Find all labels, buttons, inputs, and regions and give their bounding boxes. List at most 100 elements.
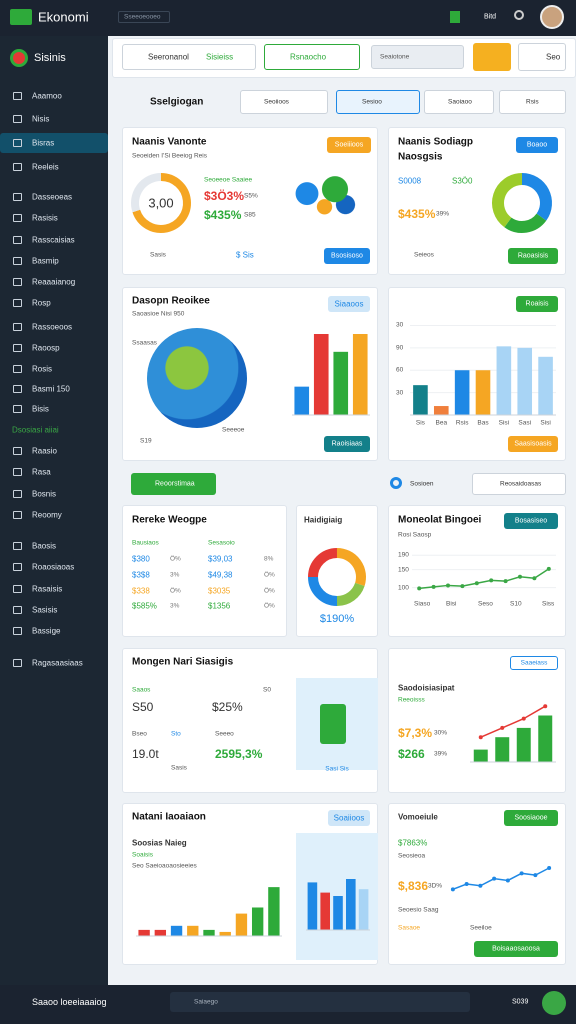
search-text[interactable]: Saiaego [194,998,218,1006]
button[interactable] [324,436,370,452]
button-label[interactable]: Soaiioos [333,813,365,823]
nav-item[interactable]: Bisis [32,404,49,414]
bottom-search[interactable] [170,992,470,1012]
button-label[interactable]: Soeiiioos [334,141,364,149]
nav-item[interactable]: Raasio [32,446,57,456]
button-label[interactable]: Raoasisis [517,252,549,260]
filter-option[interactable]: Saoiaoo [448,98,472,106]
button-label[interactable]: Saasisoasis [514,440,552,448]
search-text[interactable]: Sseeoeooeo [124,13,161,21]
filter[interactable] [336,90,420,114]
active-item[interactable] [0,133,108,153]
button[interactable] [508,436,558,452]
nav-item[interactable]: Reaaaianog [32,277,76,287]
point [519,871,524,876]
dropdown[interactable]: Sosioen [410,480,434,488]
nav-item[interactable]: Aaamoo [32,91,62,101]
nav-item[interactable]: Rasaisis [32,584,63,594]
nav-item[interactable]: Rassoeoos [32,322,73,332]
field-text[interactable]: Seeronanol [148,52,189,62]
button[interactable] [510,656,558,670]
field[interactable] [122,44,256,70]
button[interactable] [327,137,371,153]
button[interactable] [328,810,370,826]
profile-name[interactable]: Seo [546,52,561,62]
button-label[interactable]: Reosaidoasas [500,480,542,488]
button-label[interactable]: Bosasiseo [514,517,548,525]
nav-item[interactable]: Rasa [32,467,51,477]
avatar[interactable] [540,5,564,29]
nav-item[interactable]: Reeleis [32,162,59,172]
button-label[interactable]: Raoisiaas [331,440,363,448]
donut-segment [131,173,162,213]
field-tag[interactable]: Sisieiss [206,52,234,62]
button[interactable] [504,513,558,529]
search-box[interactable] [118,11,170,23]
bar [307,882,318,930]
avatar[interactable] [542,991,566,1015]
nav-item[interactable]: Bassige [32,626,61,636]
button[interactable] [324,248,370,264]
button[interactable] [472,473,566,495]
button[interactable] [516,137,558,153]
cell: $3035 [208,586,231,596]
input[interactable] [264,44,360,70]
card [122,505,287,637]
y-tick-label: 90 [396,344,404,352]
filter[interactable] [424,90,494,114]
button-label[interactable]: Boisaaosaoosa [492,945,540,953]
label: Seosieoa [398,852,426,860]
icon [13,115,22,123]
button[interactable] [474,941,558,957]
button[interactable] [516,296,558,312]
button-label[interactable]: Roaisis [525,300,549,308]
filter[interactable] [499,90,566,114]
nav-item[interactable]: Nisis [32,114,50,124]
button[interactable] [473,43,511,71]
button-label[interactable]: Soosiaooe [514,814,548,822]
button-label[interactable]: Siaaoos [334,299,364,309]
nav-item[interactable]: Rasscaisias [32,235,75,245]
button[interactable] [328,296,370,312]
nav-item[interactable]: Dasseoeas [32,192,73,202]
filter-option[interactable]: Sesioo [362,98,382,106]
nav-item[interactable]: Rosp [32,298,51,308]
button-label[interactable]: Reoorstimaa [155,480,195,488]
nav-item[interactable]: Raoosp [32,343,60,353]
button[interactable] [131,473,216,495]
icon [13,365,22,373]
point [503,579,508,584]
nav-item[interactable]: Bosnis [32,489,57,499]
nav-item[interactable]: Ragasaasiaas [32,658,83,668]
cell: Ö% [170,555,181,563]
x-tick-label: Bea [435,419,448,427]
nav-item[interactable]: Rasisis [32,213,58,223]
nav-item[interactable]: Basmip [32,256,59,266]
donut-segment [521,173,552,221]
nav-item[interactable]: Dsosiasi aiiai [12,425,59,435]
profile[interactable] [518,43,566,71]
filter[interactable] [240,90,328,114]
select-text[interactable]: Seaiotone [380,53,410,61]
button[interactable] [504,810,558,826]
nav-item[interactable]: Reoomy [32,510,62,520]
value: $435% [204,208,242,222]
filter-option[interactable]: Rsis [526,98,539,106]
nav-item[interactable]: Rosis [32,364,53,374]
nav-item[interactable]: Sasisis [32,605,58,615]
value: $7,3% [398,726,433,740]
filter-option[interactable]: Seoiioos [264,98,289,106]
nav-item[interactable]: Basmi 150 [32,384,70,394]
select[interactable] [371,45,464,69]
button[interactable] [508,248,558,264]
bar [138,929,150,936]
nav-item[interactable]: Bisras [32,138,55,148]
button-label[interactable]: Boaoo [526,141,548,149]
point [478,735,483,740]
nav-item[interactable]: Roaosiaoas [32,562,75,572]
nav-item[interactable]: Baosis [32,541,57,551]
input-text[interactable]: Rsnaocho [290,52,327,62]
button-label[interactable]: Bsosisoso [331,252,363,260]
map-label: Seeeoe [222,426,245,434]
button-label[interactable]: Saaeiass [520,659,548,667]
